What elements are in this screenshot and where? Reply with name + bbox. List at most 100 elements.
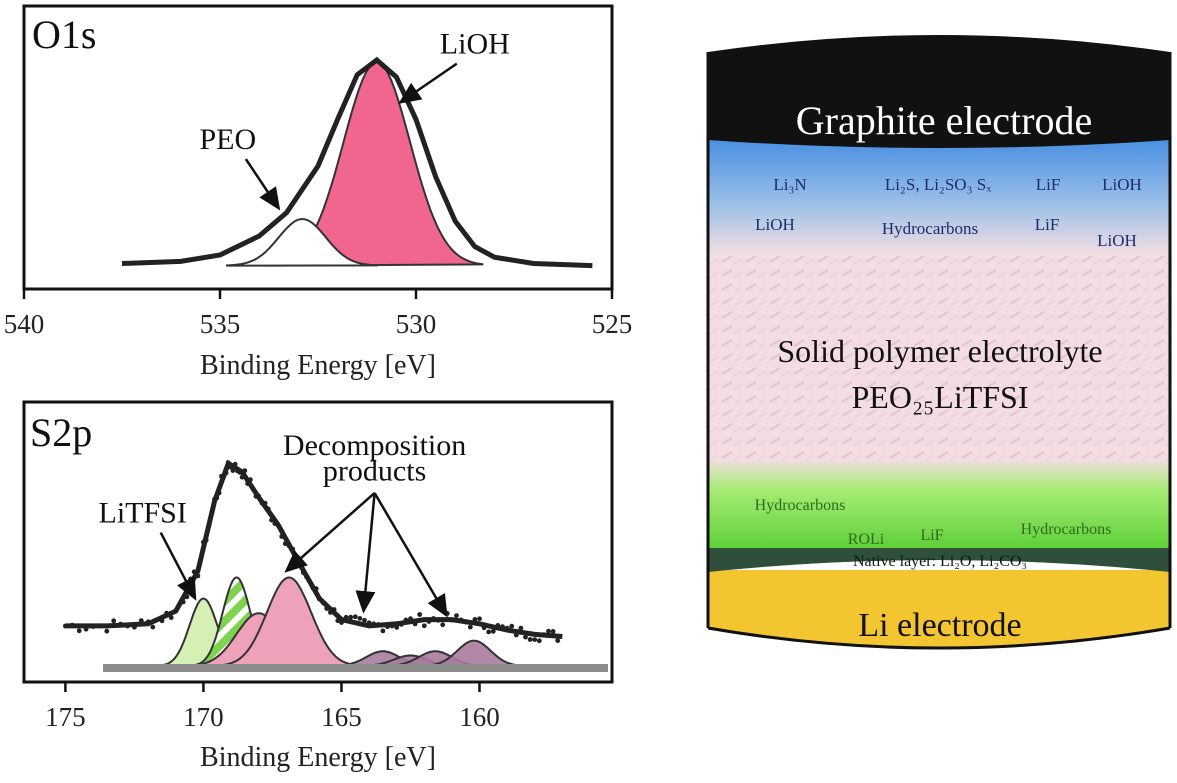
s2p-plot-frame — [22, 400, 614, 684]
s2p-peak-decomposition-products — [217, 576, 360, 668]
s2p-data-point — [279, 534, 285, 539]
s2p-data-point — [63, 623, 68, 629]
s2p-component-peaks — [158, 576, 528, 668]
top-sei-layer — [708, 140, 1170, 255]
s2p-x-tick-label: 170 — [183, 702, 224, 732]
s2p-data-point — [286, 543, 292, 549]
sei-bottom-item-2: LiF — [920, 527, 943, 544]
s2p-data-point — [417, 612, 423, 617]
s2p-data-point — [184, 594, 190, 600]
s2p-data-point — [331, 607, 337, 612]
s2p-data-point — [230, 468, 236, 473]
s2p-data-point — [111, 618, 117, 624]
s2p-data-point — [472, 617, 478, 622]
s2p-data-point — [290, 546, 296, 552]
s2p-data-point — [477, 616, 482, 622]
li-electrode-label: Li electrode — [858, 607, 1021, 644]
s2p-data-point — [398, 622, 404, 627]
s2p-data-point — [532, 637, 538, 642]
s2p-data-point — [132, 624, 137, 630]
s2p-data-point — [198, 557, 204, 563]
li-electrode-layer — [708, 570, 1170, 648]
s2p-data-point — [118, 621, 123, 627]
electrolyte-label-line1: Solid polymer electrolyte — [777, 333, 1102, 369]
s2p-data-point — [177, 602, 182, 607]
s2p-annotation-label: Decomposition — [283, 429, 466, 462]
s2p-data-point — [138, 618, 144, 623]
o1s-component-peaks — [226, 61, 484, 267]
bottom-sei-layer — [708, 458, 1170, 548]
s2p-data-point — [145, 619, 151, 625]
s2p-data-point — [256, 493, 261, 499]
s2p-x-tick-label: 160 — [459, 702, 500, 732]
s2p-x-axis-title: Binding Energy [eV] — [200, 742, 436, 773]
s2p-annotation-label: LiTFSI — [99, 497, 187, 530]
s2p-data-point — [195, 573, 201, 579]
o1s-annotation-arrow — [244, 158, 281, 211]
electrolyte-layer — [708, 250, 1170, 462]
s2p-data-point — [223, 470, 229, 476]
sei-bottom-item-3: Hydrocarbons — [1021, 521, 1112, 538]
s2p-data-point — [237, 470, 243, 475]
sei-top-item-3: LiOH — [1102, 175, 1142, 194]
s2p-data-point — [481, 625, 487, 631]
s2p-data-point — [282, 541, 288, 547]
s2p-x-tick-label: 175 — [45, 702, 86, 732]
s2p-data-point — [242, 468, 248, 474]
o1s-x-tick-label: 540 — [4, 309, 45, 339]
s2p-envelope-line — [65, 459, 563, 639]
top-sei-compounds: Li₃N Li₂S, Li₂SO₃ Sₓ LiF LiOH LiOH Hydro… — [755, 175, 1142, 250]
s2p-data-point — [546, 628, 551, 634]
o1s-x-tick-label: 535 — [200, 309, 241, 339]
s2p-data-point — [216, 490, 222, 496]
o1s-annotation-label: LiOH — [440, 28, 510, 61]
s2p-data-point — [269, 517, 274, 523]
o1s-envelope-line — [121, 56, 593, 269]
s2p-data-point — [463, 619, 469, 625]
s2p-data-point — [504, 625, 510, 631]
o1s-peak-peo — [226, 217, 378, 267]
s2p-data-point — [375, 622, 381, 627]
o1s-x-tick-label: 530 — [396, 309, 437, 339]
sei-bottom-item-1: ROLi — [848, 531, 885, 548]
s2p-data-point — [83, 626, 89, 632]
sei-top-item-2: LiF — [1036, 175, 1061, 194]
sei-top-item-7: LiOH — [1097, 231, 1137, 250]
s2p-data-point — [348, 614, 354, 620]
s2p-data-point — [214, 495, 220, 501]
s2p-data-point — [343, 614, 349, 620]
s2p-data-point — [490, 628, 496, 634]
s2p-data-point — [513, 632, 519, 638]
o1s-x-tick-label: 525 — [592, 309, 633, 339]
s2p-data-point — [339, 620, 344, 625]
s2p-data-point — [155, 617, 160, 622]
s2p-data-point — [394, 625, 400, 630]
s2p-data-point — [228, 464, 234, 470]
s2p-x-ticks: 175 170 165 160 — [45, 682, 500, 732]
s2p-data-point — [307, 579, 313, 585]
s2p-data-point — [366, 620, 372, 626]
sei-bottom-item-0: Hydrocarbons — [755, 497, 846, 514]
s2p-data-point — [104, 628, 110, 634]
electrolyte-label-line2: PEO₂₅LiTFSI — [852, 379, 1029, 415]
s2p-data-point — [159, 618, 165, 624]
s2p-data-point — [541, 632, 547, 637]
s2p-data-point — [431, 616, 436, 621]
s2p-decomposition-arrow — [373, 492, 448, 618]
s2p-data-point — [90, 624, 96, 629]
native-layer-label: Native layer: Li₂O, Li₂CO₃ — [853, 553, 1027, 570]
s2p-data-point — [320, 600, 326, 606]
s2p-data-point — [317, 596, 322, 602]
sei-top-item-5: Hydrocarbons — [882, 219, 978, 238]
s2p-data-point — [495, 623, 501, 628]
s2p-annotation-label: products — [323, 454, 426, 487]
s2p-data-point — [221, 474, 227, 480]
s2p-data-point — [324, 606, 330, 611]
s2p-data-point — [150, 624, 156, 630]
s2p-data-point — [449, 617, 455, 623]
s2p-data-point — [550, 629, 556, 634]
o1s-x-ticks: 540 535 530 525 — [4, 289, 633, 339]
s2p-panel-label: S2p — [30, 410, 92, 455]
s2p-data-point — [168, 615, 174, 620]
